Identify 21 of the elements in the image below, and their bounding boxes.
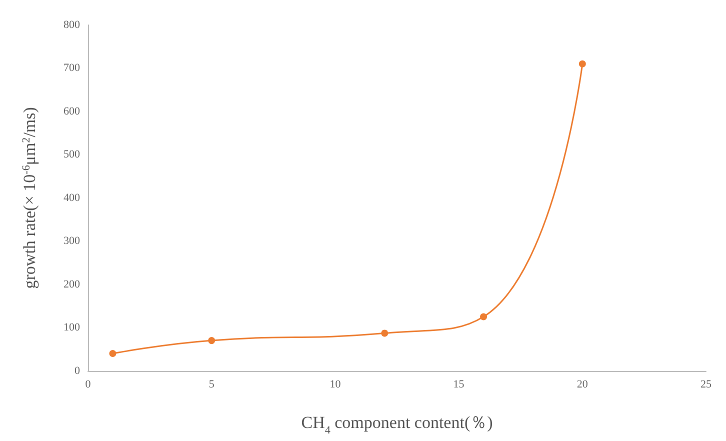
y-tick-label: 500 (64, 148, 80, 161)
y-axis-title: growth rate(× 10-6μm2/ms) (20, 107, 39, 289)
y-tick-label: 100 (64, 322, 80, 334)
point (208, 337, 216, 344)
y-tick-label: 700 (64, 62, 80, 74)
x-tick-label: 25 (700, 378, 712, 390)
point (109, 350, 116, 358)
point (578, 60, 586, 68)
point (480, 313, 488, 320)
x-tick-label: 5 (208, 378, 215, 390)
y-tick-label: 0 (74, 364, 80, 377)
y-tick-label: 800 (64, 19, 80, 31)
x-tick-label: 10 (330, 378, 342, 390)
x-tick-label: 0 (85, 378, 92, 390)
x-tick-label: 20 (576, 378, 588, 390)
x-tick-label: 15 (453, 378, 465, 390)
y-tick-label: 300 (64, 235, 80, 248)
y-tick-label: 400 (64, 192, 80, 204)
point (381, 330, 388, 337)
y-tick-label: 600 (64, 105, 80, 118)
y-tick-label: 200 (64, 278, 80, 290)
